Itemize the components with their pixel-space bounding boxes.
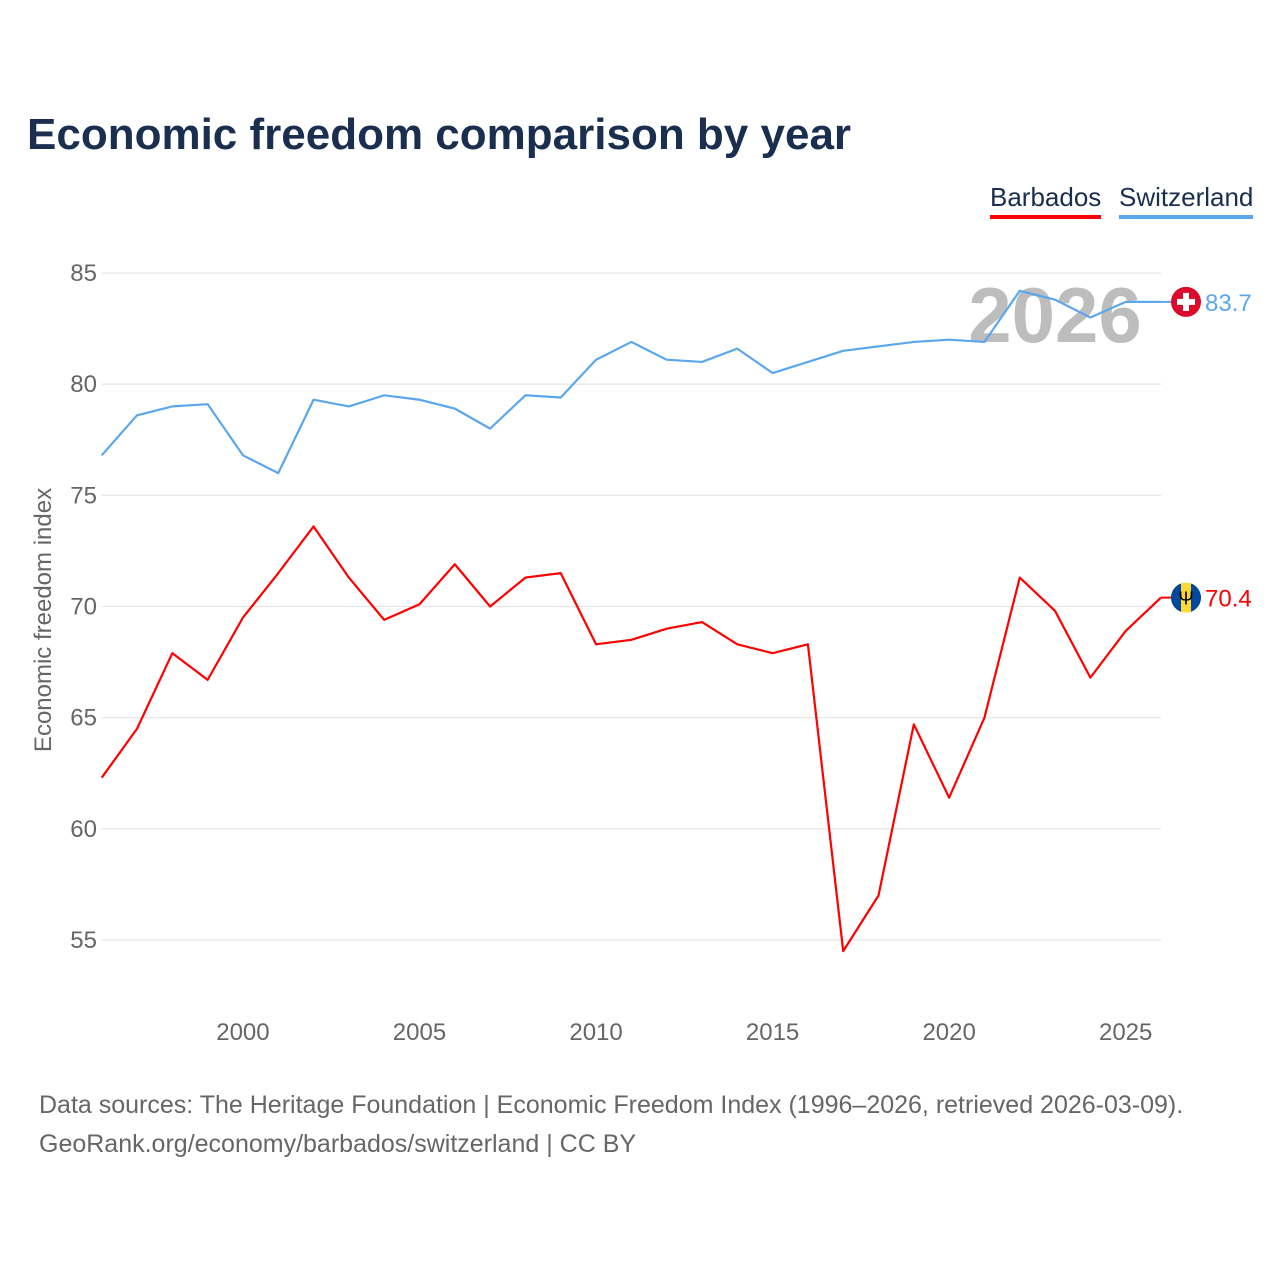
chart-title: Economic freedom comparison by year: [27, 110, 852, 159]
y-tick-label: 75: [70, 482, 97, 509]
end-value-label: 70.4: [1205, 586, 1252, 613]
y-tick-label: 65: [70, 705, 97, 732]
trident-icon: Ψ: [1178, 589, 1193, 609]
y-axis-label: Economic freedom index: [30, 488, 57, 752]
source-line-2[interactable]: GeoRank.org/economy/barbados/switzerland…: [39, 1130, 637, 1158]
flag-cross: [1183, 292, 1189, 311]
x-tick-label: 2000: [216, 1019, 269, 1046]
series-line-barbados: [100, 525, 1162, 953]
y-tick-label: 85: [70, 260, 97, 287]
flag-band: [1191, 583, 1201, 612]
y-tick-label: 55: [70, 927, 97, 954]
legend-barbados[interactable]: Barbados: [990, 182, 1102, 219]
x-tick-label: 2020: [922, 1019, 975, 1046]
legend-switzerland[interactable]: Switzerland: [1119, 182, 1254, 219]
y-tick-label: 80: [70, 371, 97, 398]
source-note: Data sources: The Heritage Foundation | …: [39, 1086, 1183, 1164]
y-tick-label: 70: [70, 593, 97, 620]
source-line-1: Data sources: The Heritage Foundation | …: [39, 1091, 1184, 1119]
x-tick-label: 2015: [746, 1019, 799, 1046]
end-value-label: 83.7: [1205, 290, 1252, 317]
x-tick-label: 2010: [569, 1019, 622, 1046]
year-watermark: 2026: [968, 271, 1142, 359]
flag-band: [1171, 583, 1181, 612]
series-line-switzerland: [100, 289, 1161, 475]
y-tick-label: 60: [70, 816, 97, 843]
x-tick-label: 2005: [393, 1019, 446, 1046]
x-tick-label: 2025: [1099, 1019, 1152, 1046]
